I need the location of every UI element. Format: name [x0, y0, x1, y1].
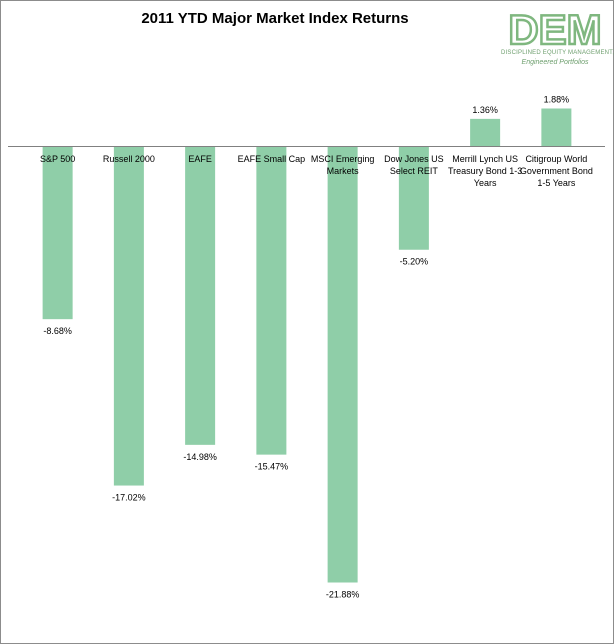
bar-0: [42, 146, 73, 320]
value-label-6: 1.36%: [472, 105, 498, 115]
category-label-3: EAFE Small Cap: [238, 154, 306, 164]
value-label-4: -21.88%: [326, 590, 360, 600]
category-label-7: Citigroup World Government Bond 1-5 Years: [520, 154, 593, 188]
bar-1: [113, 146, 144, 486]
value-label-2: -14.98%: [183, 452, 217, 462]
category-label-6: Merrill Lynch US Treasury Bond 1-3 Years: [448, 154, 522, 188]
svg-text:DEM: DEM: [508, 6, 601, 50]
logo-tagline: Engineered Portfolios: [521, 59, 589, 66]
bars-group: [42, 108, 572, 583]
dem-logo: DEM DISCIPLINED EQUITY MANAGEMENT, INC. …: [501, 6, 614, 72]
category-label-4: MSCI Emerging Markets: [311, 154, 375, 176]
category-label-0: S&P 500: [40, 154, 75, 164]
bar-4: [327, 146, 358, 583]
dem-logo-mark: DEM: [507, 6, 603, 50]
value-label-3: -15.47%: [255, 462, 289, 472]
bar-5: [398, 146, 429, 250]
chart-title: 2011 YTD Major Market Index Returns: [141, 10, 409, 27]
value-label-5: -5.20%: [400, 257, 429, 267]
category-label-5: Dow Jones US Select REIT: [384, 154, 444, 176]
bar-3: [256, 146, 287, 455]
bar-6: [470, 118, 501, 146]
category-label-2: EAFE: [188, 154, 212, 164]
value-label-0: -8.68%: [43, 326, 72, 336]
bar-7: [541, 108, 572, 146]
value-label-7: 1.88%: [544, 94, 570, 104]
category-label-1: Russell 2000: [103, 154, 155, 164]
logo-company-name: DISCIPLINED EQUITY MANAGEMENT, INC.: [501, 50, 614, 56]
labels-group: S&P 500 -8.68% Russell 2000 -17.02% EAFE -14.…: [40, 94, 593, 599]
bar-2: [185, 146, 216, 445]
value-label-1: -17.02%: [112, 493, 146, 503]
